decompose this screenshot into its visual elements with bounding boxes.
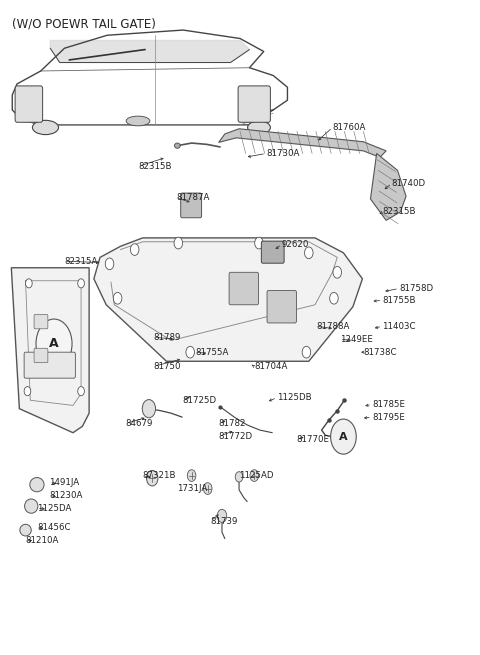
Circle shape <box>36 319 72 368</box>
FancyBboxPatch shape <box>261 241 284 263</box>
Text: 81758D: 81758D <box>399 284 433 293</box>
FancyBboxPatch shape <box>267 290 297 323</box>
Circle shape <box>330 292 338 304</box>
Text: 87321B: 87321B <box>143 471 176 480</box>
Circle shape <box>235 472 243 482</box>
Text: 81210A: 81210A <box>25 536 59 545</box>
Ellipse shape <box>24 499 38 514</box>
Circle shape <box>113 292 122 304</box>
Circle shape <box>105 258 114 270</box>
Text: 81456C: 81456C <box>37 523 71 532</box>
Text: 84679: 84679 <box>125 419 153 428</box>
Ellipse shape <box>248 121 270 134</box>
Circle shape <box>255 237 263 249</box>
Circle shape <box>217 510 227 522</box>
Circle shape <box>304 247 313 259</box>
Circle shape <box>186 346 194 358</box>
Text: 82315A: 82315A <box>64 257 98 266</box>
FancyBboxPatch shape <box>24 352 75 378</box>
Text: 81738C: 81738C <box>363 348 397 357</box>
Text: 1125DB: 1125DB <box>277 393 312 402</box>
FancyBboxPatch shape <box>15 86 43 122</box>
FancyBboxPatch shape <box>34 314 48 329</box>
FancyBboxPatch shape <box>34 348 48 363</box>
Circle shape <box>333 267 342 278</box>
Text: A: A <box>49 337 59 350</box>
Text: 81795E: 81795E <box>372 413 405 422</box>
Text: 81770E: 81770E <box>296 435 329 443</box>
Circle shape <box>148 472 156 484</box>
Circle shape <box>187 470 196 481</box>
Text: 81704A: 81704A <box>254 362 288 371</box>
Text: 1125AD: 1125AD <box>239 471 274 480</box>
Circle shape <box>204 483 212 495</box>
Text: 81772D: 81772D <box>219 432 253 441</box>
Polygon shape <box>219 129 386 157</box>
FancyBboxPatch shape <box>238 86 270 122</box>
Polygon shape <box>94 238 362 362</box>
Polygon shape <box>371 153 406 220</box>
Text: 81788A: 81788A <box>316 322 349 331</box>
Ellipse shape <box>20 524 31 536</box>
Text: 92620: 92620 <box>282 240 309 249</box>
FancyBboxPatch shape <box>180 193 202 217</box>
Ellipse shape <box>33 121 59 135</box>
Text: 1249EE: 1249EE <box>340 335 372 344</box>
Circle shape <box>78 279 84 288</box>
Text: 81730A: 81730A <box>266 149 300 158</box>
Polygon shape <box>12 268 89 433</box>
Text: 81782: 81782 <box>219 419 246 428</box>
Text: 81740D: 81740D <box>392 179 426 188</box>
Text: (W/O POEWR TAIL GATE): (W/O POEWR TAIL GATE) <box>12 17 156 30</box>
Ellipse shape <box>30 477 44 492</box>
Circle shape <box>174 237 182 249</box>
Circle shape <box>24 386 31 396</box>
Circle shape <box>331 419 356 454</box>
Text: 81755A: 81755A <box>195 348 228 357</box>
Text: 81785E: 81785E <box>372 400 405 409</box>
Text: 81725D: 81725D <box>182 396 216 405</box>
Circle shape <box>78 386 84 396</box>
Text: 1125DA: 1125DA <box>37 504 72 513</box>
Text: A: A <box>339 432 348 441</box>
Text: 81760A: 81760A <box>333 123 366 132</box>
Text: 82315B: 82315B <box>383 208 416 216</box>
Ellipse shape <box>126 116 150 126</box>
Circle shape <box>250 470 259 481</box>
Text: 81755B: 81755B <box>383 295 416 305</box>
Text: 81789: 81789 <box>154 333 181 342</box>
Circle shape <box>131 244 139 255</box>
Ellipse shape <box>175 143 180 148</box>
Text: 1731JA: 1731JA <box>178 484 208 493</box>
Text: 81230A: 81230A <box>49 491 83 500</box>
Text: 1491JA: 1491JA <box>49 477 79 487</box>
FancyBboxPatch shape <box>229 272 259 305</box>
Text: 81750: 81750 <box>154 362 181 371</box>
Text: 11403C: 11403C <box>383 322 416 331</box>
Text: 81787A: 81787A <box>176 193 209 202</box>
Circle shape <box>146 470 158 486</box>
Circle shape <box>142 400 156 418</box>
Text: 82315B: 82315B <box>138 162 171 171</box>
Polygon shape <box>50 41 250 62</box>
Circle shape <box>25 279 32 288</box>
Text: 81739: 81739 <box>211 517 238 525</box>
Circle shape <box>302 346 311 358</box>
